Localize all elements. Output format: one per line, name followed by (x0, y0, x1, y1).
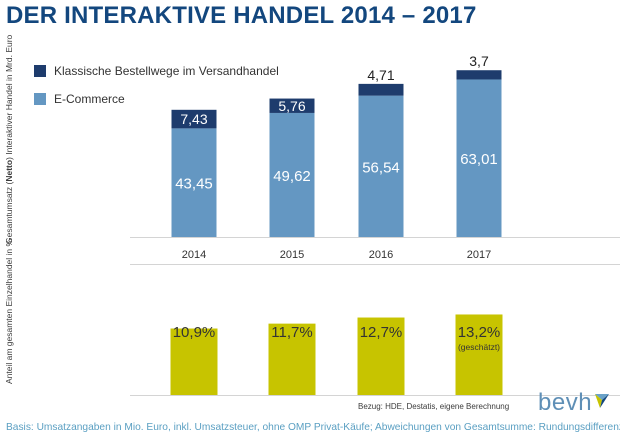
bar-ecommerce-2017 (456, 79, 502, 237)
logo-mark-icon (595, 394, 610, 408)
chart-svg: Klassische Bestellwege im Versandhandel E… (34, 53, 620, 396)
footnote: Basis: Umsatzangaben in Mio. Euro, inkl.… (6, 422, 620, 433)
legend-swatch-ecommerce (34, 93, 46, 105)
logo-text: bevh (538, 389, 593, 416)
label-ecommerce-2016: 56,54 (362, 159, 400, 176)
label-share-2017: 13,2% (458, 324, 501, 341)
bar-classic-2016 (358, 83, 404, 96)
label-classic-2014: 7,43 (180, 111, 207, 127)
y-label-bold: Netto (4, 159, 14, 182)
label-ecommerce-2017: 63,01 (460, 151, 498, 168)
label-share-2014: 10,9% (173, 324, 216, 341)
x-tick-2015: 2015 (280, 249, 304, 261)
chart-area: Klassische Bestellwege im Versandhandel E… (28, 40, 620, 410)
bottom-chart-y-axis-label: Anteil am gesamten Einzelhandel in % (4, 238, 14, 384)
bar-ecommerce-2016 (358, 95, 404, 238)
label-classic-2016: 4,71 (367, 67, 394, 83)
bar-share-2016 (357, 317, 405, 395)
annotation-share-2017: (geschätzt) (458, 342, 500, 352)
bar-ecommerce-2014 (171, 128, 217, 237)
label-classic-2017: 3,7 (469, 53, 489, 69)
y-label-prefix: Gesamtumsatz ( (4, 181, 14, 244)
label-share-2016: 12,7% (360, 324, 403, 341)
bar-classic-2017 (456, 70, 502, 80)
label-ecommerce-2014: 43,45 (175, 176, 213, 193)
y-label-suffix: ) Interaktiver Handel in Mrd. Euro (4, 34, 14, 160)
top-chart-y-axis-label: Gesamtumsatz (Netto) Interaktiver Handel… (4, 35, 14, 244)
bevh-logo: bevh (538, 389, 610, 417)
bar-classic-2014 (171, 109, 217, 129)
bar-ecommerce-2015 (269, 112, 315, 237)
x-tick-2014: 2014 (182, 249, 206, 261)
page-title: DER INTERAKTIVE HANDEL 2014 – 2017 (6, 2, 477, 29)
label-classic-2015: 5,76 (278, 98, 305, 114)
bar-share-2014 (170, 328, 218, 395)
source-note: Bezug: HDE, Destatis, eigene Berechnung (358, 402, 510, 411)
legend-label-ecommerce: E-Commerce (54, 92, 125, 106)
legend-label-classic: Klassische Bestellwege im Versandhandel (54, 64, 279, 78)
label-share-2015: 11,7% (271, 324, 312, 341)
legend-swatch-classic (34, 65, 46, 77)
x-tick-2017: 2017 (467, 249, 491, 261)
bar-share-2015 (268, 323, 316, 395)
label-ecommerce-2015: 49,62 (273, 168, 311, 185)
x-tick-2016: 2016 (369, 249, 393, 261)
bar-share-2017 (455, 314, 503, 395)
bar-classic-2015 (269, 98, 315, 113)
